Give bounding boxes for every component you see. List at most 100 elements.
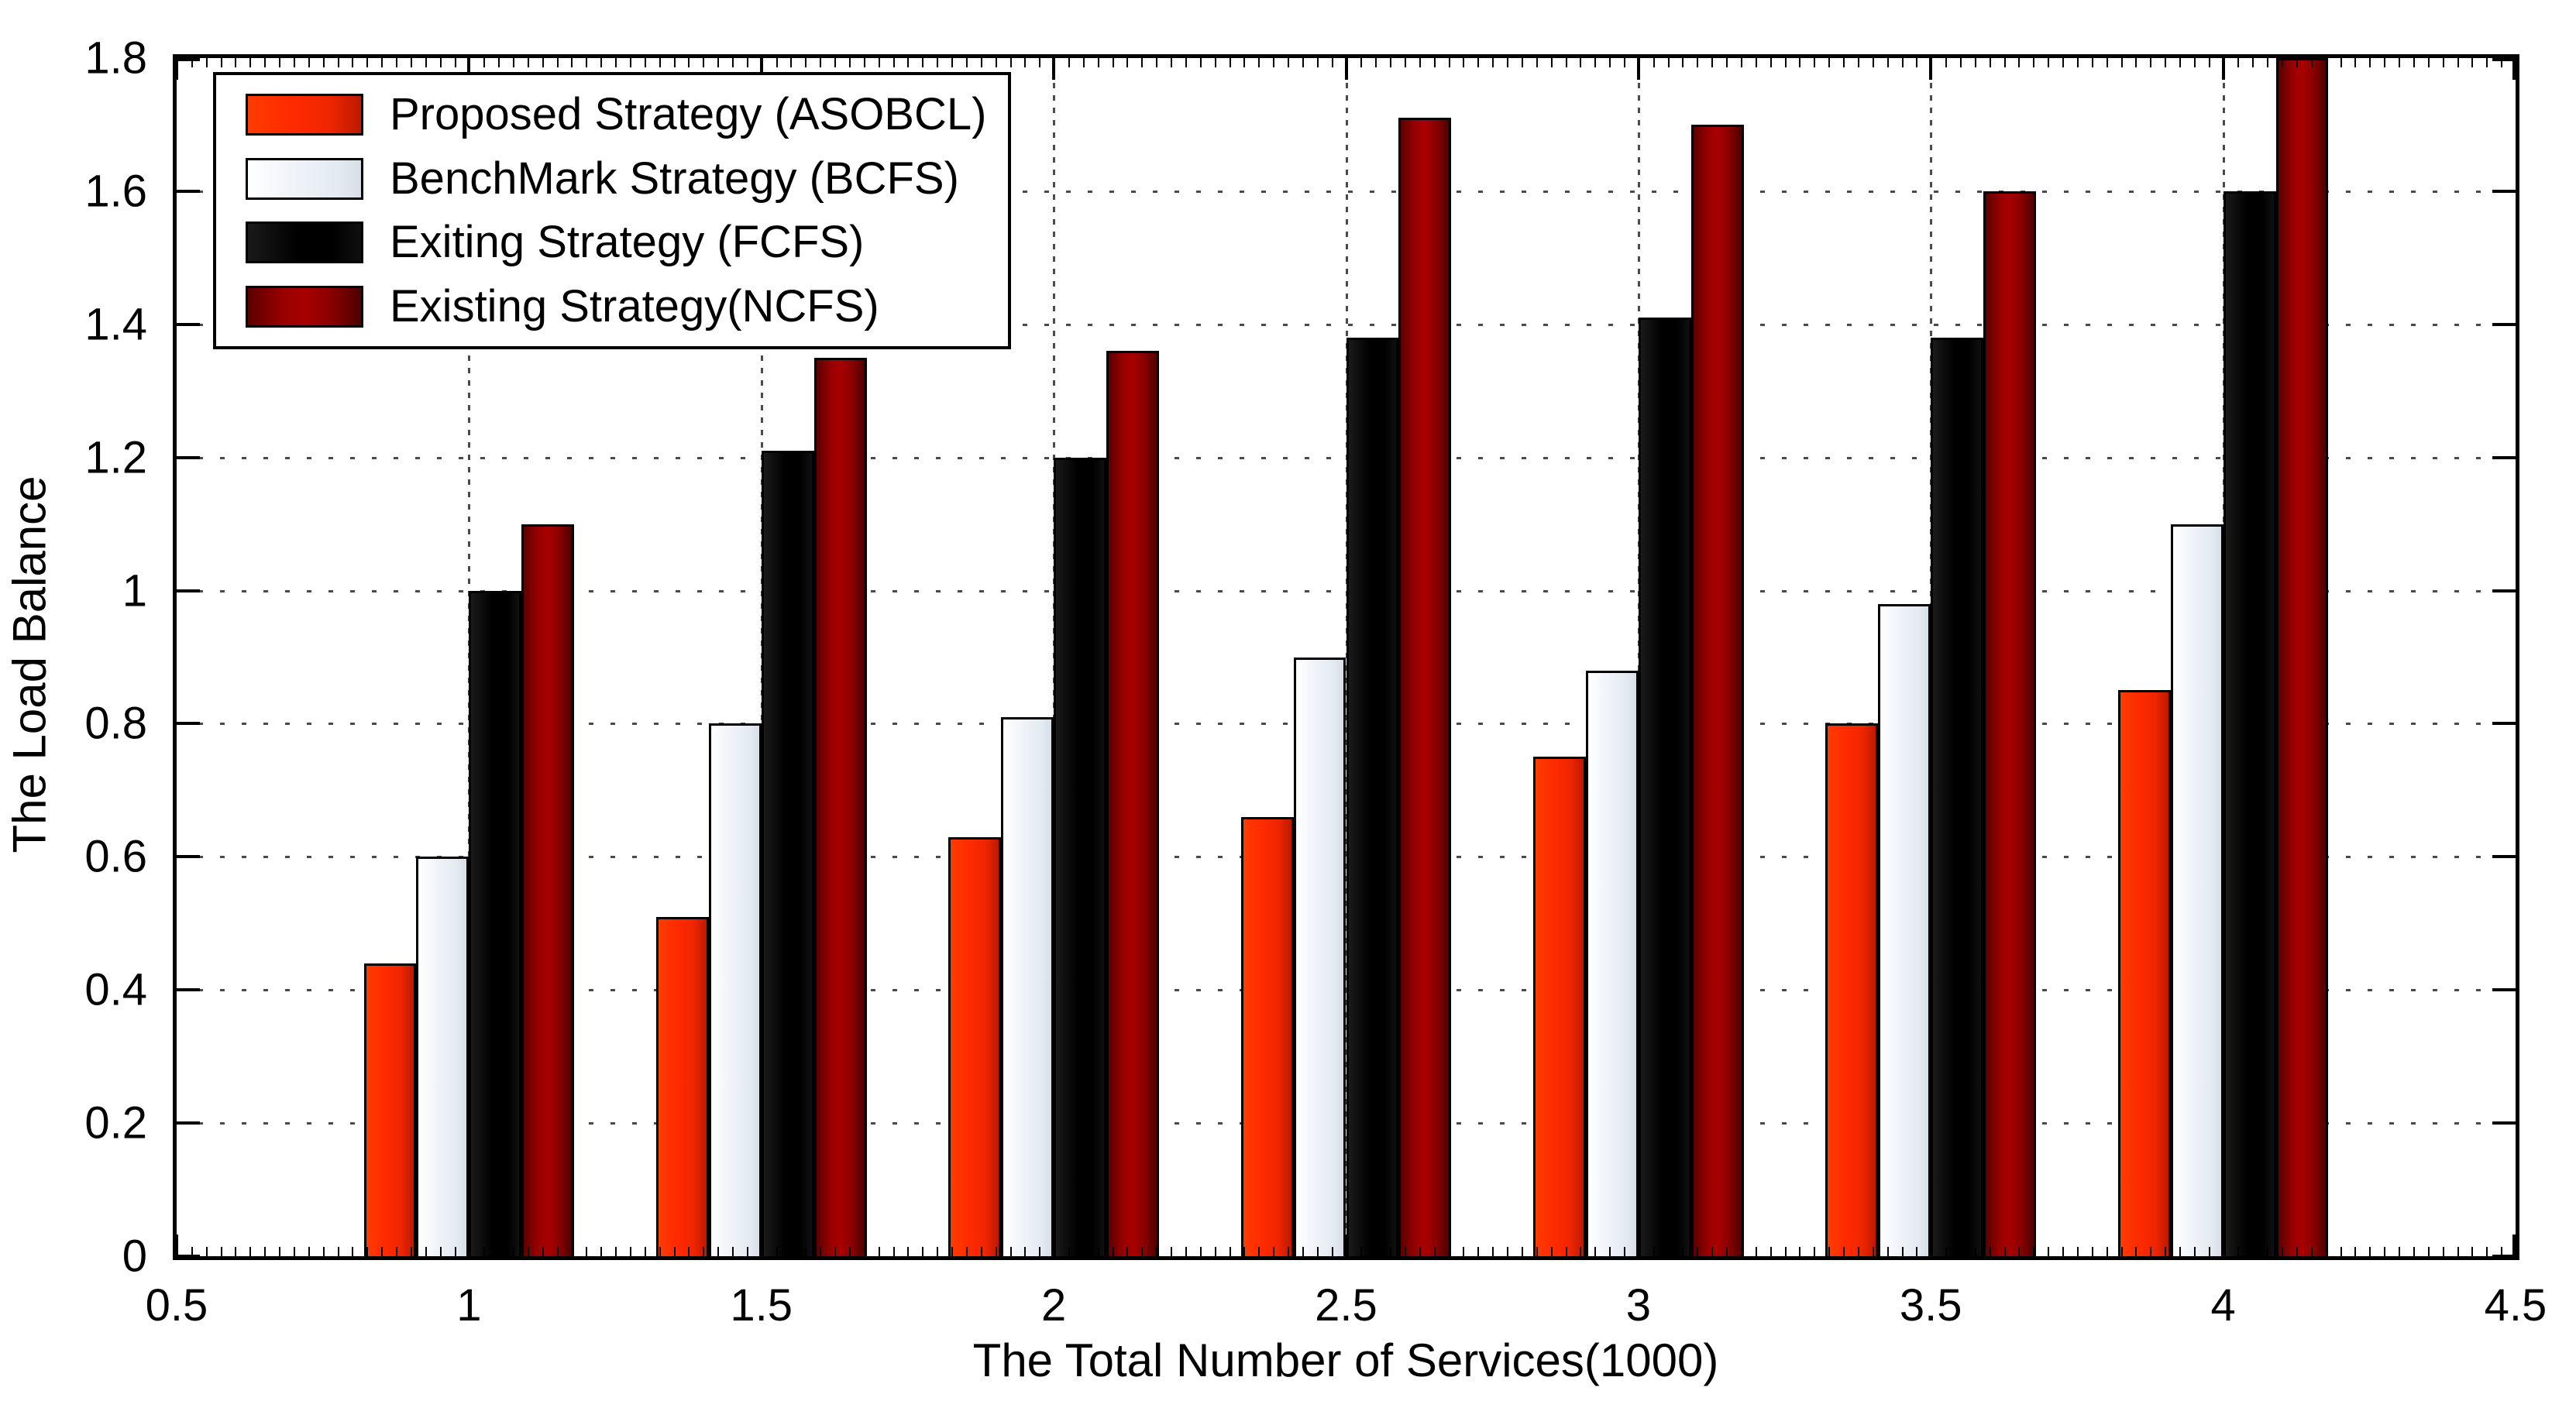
minor-tick-top [542, 58, 544, 67]
minor-tick-bottom [834, 1247, 837, 1256]
minor-tick-bottom [454, 1247, 456, 1256]
minor-tick-top [2310, 58, 2313, 67]
bar-proposed-strategy-asobcl- [1533, 757, 1586, 1256]
x-tick-label: 3.5 [1899, 1280, 1962, 1331]
minor-tick-top [1667, 58, 1670, 67]
major-tick-right [2492, 589, 2516, 592]
minor-tick-top [2120, 58, 2123, 67]
minor-tick-top [2091, 58, 2093, 67]
minor-tick-bottom [352, 1247, 354, 1256]
minor-tick-bottom [2471, 1247, 2474, 1256]
minor-tick-bottom [1199, 1247, 1202, 1256]
minor-tick-top [746, 58, 748, 67]
minor-tick-top [293, 58, 295, 67]
minor-tick-bottom [2018, 1247, 2021, 1256]
minor-tick-top [2340, 58, 2342, 67]
minor-tick-top [1799, 58, 1801, 67]
x-tick-label: 0.5 [145, 1280, 208, 1331]
minor-tick-top [2003, 58, 2006, 67]
minor-tick-top [1886, 58, 1889, 67]
minor-tick-bottom [995, 1247, 997, 1256]
major-tick-bottom [1344, 1235, 1348, 1256]
bar-proposed-strategy-asobcl- [1240, 816, 1294, 1256]
bar-benchmark-strategy-bcfs- [708, 723, 762, 1256]
bar-benchmark-strategy-bcfs- [416, 857, 469, 1256]
x-tick-label: 2.5 [1315, 1280, 1377, 1331]
minor-tick-top [1273, 58, 1275, 67]
minor-tick-top [308, 58, 310, 67]
minor-tick-top [352, 58, 354, 67]
y-tick-label: 1.8 [84, 33, 147, 84]
minor-tick-bottom [688, 1247, 690, 1256]
major-tick-left [177, 58, 200, 61]
minor-tick-top [264, 58, 267, 67]
minor-tick-top [1419, 58, 1421, 67]
minor-tick-bottom [1097, 1247, 1099, 1256]
major-tick-right [2492, 988, 2516, 992]
minor-tick-top [1769, 58, 1772, 67]
minor-tick-bottom [2062, 1247, 2065, 1256]
minor-tick-bottom [790, 1247, 793, 1256]
bar-existing-strategy-ncfs- [1106, 351, 1159, 1256]
minor-tick-bottom [498, 1247, 500, 1256]
major-tick-bottom [1052, 1235, 1056, 1256]
minor-tick-bottom [1360, 1247, 1363, 1256]
minor-tick-top [2179, 58, 2182, 67]
major-tick-bottom [759, 1235, 763, 1256]
major-tick-top [1052, 58, 1056, 80]
minor-tick-bottom [2340, 1247, 2342, 1256]
minor-tick-bottom [2310, 1247, 2313, 1256]
minor-tick-top [2150, 58, 2152, 67]
major-tick-top [1929, 58, 1933, 80]
minor-tick-top [2384, 58, 2386, 67]
minor-tick-bottom [2106, 1247, 2108, 1256]
y-tick-label: 0.8 [84, 698, 147, 749]
minor-tick-top [1784, 58, 1787, 67]
minor-tick-top [2135, 58, 2137, 67]
minor-tick-top [848, 58, 851, 67]
minor-tick-top [1507, 58, 1509, 67]
y-tick-label: 0.6 [84, 831, 147, 882]
minor-tick-bottom [2457, 1247, 2459, 1256]
minor-tick-top [249, 58, 252, 67]
minor-tick-bottom [527, 1247, 529, 1256]
minor-tick-bottom [644, 1247, 646, 1256]
minor-tick-top [1594, 58, 1597, 67]
minor-tick-top [820, 58, 822, 67]
major-tick-right [2492, 722, 2516, 726]
major-tick-left [177, 722, 200, 726]
minor-tick-top [922, 58, 924, 67]
x-tick-label: 3 [1625, 1280, 1652, 1331]
minor-tick-top [2267, 58, 2269, 67]
minor-tick-bottom [2033, 1247, 2035, 1256]
minor-tick-top [1565, 58, 1567, 67]
bar-exiting-strategy-fcfs- [2223, 191, 2276, 1256]
minor-tick-bottom [1769, 1247, 1772, 1256]
minor-tick-top [1433, 58, 1436, 67]
minor-tick-bottom [1156, 1247, 1158, 1256]
minor-tick-bottom [1945, 1247, 1948, 1256]
minor-tick-top [790, 58, 793, 67]
bar-benchmark-strategy-bcfs- [1293, 657, 1346, 1256]
minor-tick-top [2413, 58, 2415, 67]
minor-tick-top [1448, 58, 1450, 67]
minor-tick-bottom [1682, 1247, 1684, 1256]
minor-tick-top [381, 58, 383, 67]
minor-tick-bottom [1740, 1247, 1742, 1256]
minor-tick-top [1112, 58, 1114, 67]
legend-item: BenchMark Strategy (BCFS) [216, 156, 1008, 201]
minor-tick-top [776, 58, 778, 67]
minor-tick-bottom [293, 1247, 295, 1256]
bar-proposed-strategy-asobcl- [363, 963, 417, 1256]
y-tick-label: 1.4 [84, 299, 147, 350]
minor-tick-bottom [2237, 1247, 2240, 1256]
minor-tick-bottom [629, 1247, 631, 1256]
minor-tick-top [366, 58, 369, 67]
minor-tick-bottom [1375, 1247, 1377, 1256]
minor-tick-top [2252, 58, 2254, 67]
legend-item: Proposed Strategy (ASOBCL) [216, 92, 1008, 137]
major-tick-bottom [1636, 1235, 1640, 1256]
minor-tick-top [571, 58, 573, 67]
minor-tick-bottom [571, 1247, 573, 1256]
